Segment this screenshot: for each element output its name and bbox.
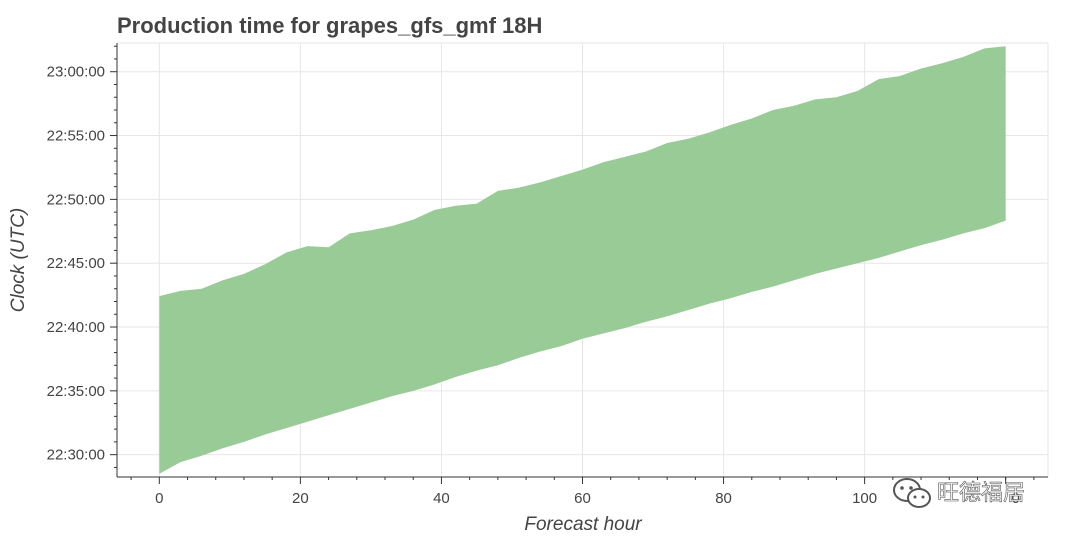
x-axis-label: Forecast hour xyxy=(524,514,642,535)
x-tick-label: 100 xyxy=(852,490,877,507)
y-tick-label: 23:00:00 xyxy=(47,64,105,81)
x-tick-label: 0 xyxy=(1012,490,1020,507)
x-tick-label: 60 xyxy=(574,490,591,507)
axis-layer: 0 20 40 60 80 100 0 22:30:00 22:35:00 22:40:00 22:… xyxy=(47,43,1048,507)
y-tick-label: 22:55:00 xyxy=(47,128,105,145)
y-tick-label: 22:30:00 xyxy=(47,447,105,464)
y-tick-label: 22:35:00 xyxy=(47,383,105,400)
watermark-text: 旺德福居 xyxy=(937,480,1025,505)
wechat-icon xyxy=(893,478,931,508)
chart-title: Production time for grapes_gfs_gmf 18H xyxy=(117,13,542,38)
production-time-band xyxy=(159,46,1006,474)
y-axis-label: Clock (UTC) xyxy=(8,208,29,313)
x-tick-label: 40 xyxy=(433,490,450,507)
y-tick-label: 22:40:00 xyxy=(47,319,105,336)
watermark: 旺德福居 xyxy=(893,478,1025,508)
x-tick-label: 80 xyxy=(715,490,732,507)
x-tick-label: 20 xyxy=(292,490,309,507)
area-layer xyxy=(159,46,1006,474)
x-tick-label: 0 xyxy=(155,490,163,507)
y-tick-label: 22:50:00 xyxy=(47,191,105,208)
y-tick-label: 22:45:00 xyxy=(47,255,105,272)
